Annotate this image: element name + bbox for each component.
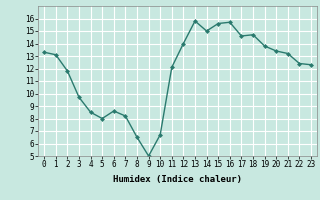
X-axis label: Humidex (Indice chaleur): Humidex (Indice chaleur)	[113, 175, 242, 184]
